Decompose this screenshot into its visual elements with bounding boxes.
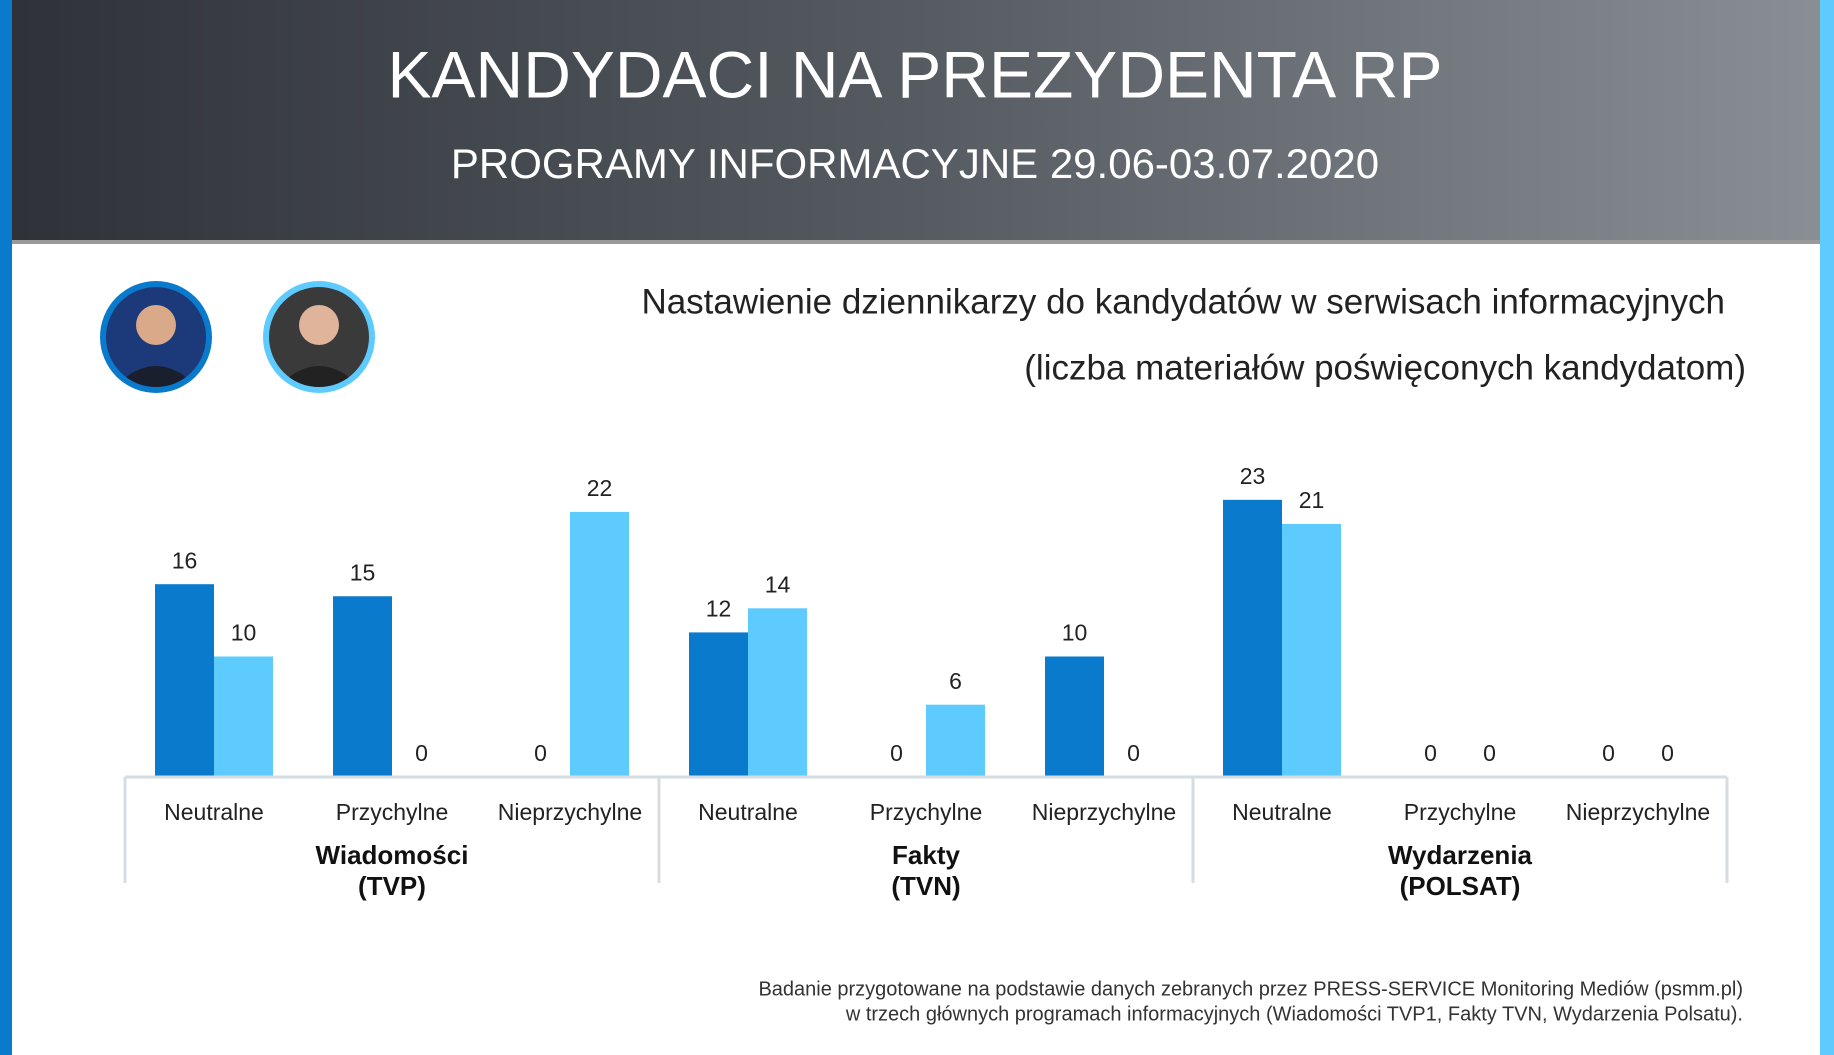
header-band [0, 0, 1834, 243]
x-tick-label: Nieprzychylne [1032, 799, 1176, 825]
x-tick-label: Neutralne [164, 799, 264, 825]
data-label: 0 [534, 740, 547, 766]
group-label: Fakty [892, 840, 960, 870]
data-label: 0 [1127, 740, 1140, 766]
bar [1282, 523, 1341, 777]
subtitle: PROGRAMY INFORMACYJNE 29.06-03.07.2020 [451, 140, 1379, 187]
bar [1223, 499, 1282, 777]
x-tick-label: Nieprzychylne [1566, 799, 1710, 825]
footer-note: Badanie przygotowane na podstawie danych… [758, 978, 1743, 1000]
bar [748, 608, 807, 777]
bar [333, 596, 392, 777]
data-label: 15 [350, 559, 376, 585]
group-label: Wydarzenia [1388, 840, 1533, 870]
title: KANDYDACI NA PREZYDENTA RP [387, 37, 1442, 111]
x-tick-label: Neutralne [698, 799, 798, 825]
x-tick-label: Przychylne [1404, 799, 1516, 825]
data-label: 16 [172, 547, 198, 573]
bar [1045, 656, 1104, 777]
bar [570, 511, 629, 777]
data-label: 12 [706, 595, 732, 621]
data-label: 0 [1483, 740, 1496, 766]
group-label: (TVP) [358, 871, 426, 901]
data-label: 6 [949, 668, 962, 694]
bar [155, 584, 214, 777]
group-label: (TVN) [891, 871, 960, 901]
data-label: 10 [231, 620, 257, 646]
bar [214, 656, 273, 777]
data-label: 10 [1062, 620, 1088, 646]
group-label: (POLSAT) [1400, 871, 1521, 901]
left-stripe [0, 0, 12, 1055]
data-label: 0 [1661, 740, 1674, 766]
x-tick-label: Przychylne [870, 799, 982, 825]
x-tick-label: Neutralne [1232, 799, 1332, 825]
avatar [106, 287, 206, 387]
avatar [269, 287, 369, 387]
x-tick-label: Nieprzychylne [498, 799, 642, 825]
chart-title: Nastawienie dziennikarzy do kandydatów w… [641, 282, 1725, 321]
footer-note: w trzech głównych programach informacyjn… [845, 1003, 1743, 1025]
bar [926, 704, 985, 777]
group-label: Wiadomości [316, 840, 469, 870]
data-label: 23 [1240, 463, 1266, 489]
right-stripe [1820, 0, 1834, 1055]
header-edge [12, 240, 1820, 244]
data-label: 0 [1602, 740, 1615, 766]
chart-subtitle: (liczba materiałów poświęconych kandydat… [1024, 348, 1746, 387]
data-label: 22 [587, 475, 613, 501]
x-tick-label: Przychylne [336, 799, 448, 825]
data-label: 21 [1299, 487, 1325, 513]
data-label: 0 [1424, 740, 1437, 766]
bar [689, 632, 748, 777]
data-label: 0 [890, 740, 903, 766]
data-label: 14 [765, 571, 791, 597]
data-label: 0 [415, 740, 428, 766]
